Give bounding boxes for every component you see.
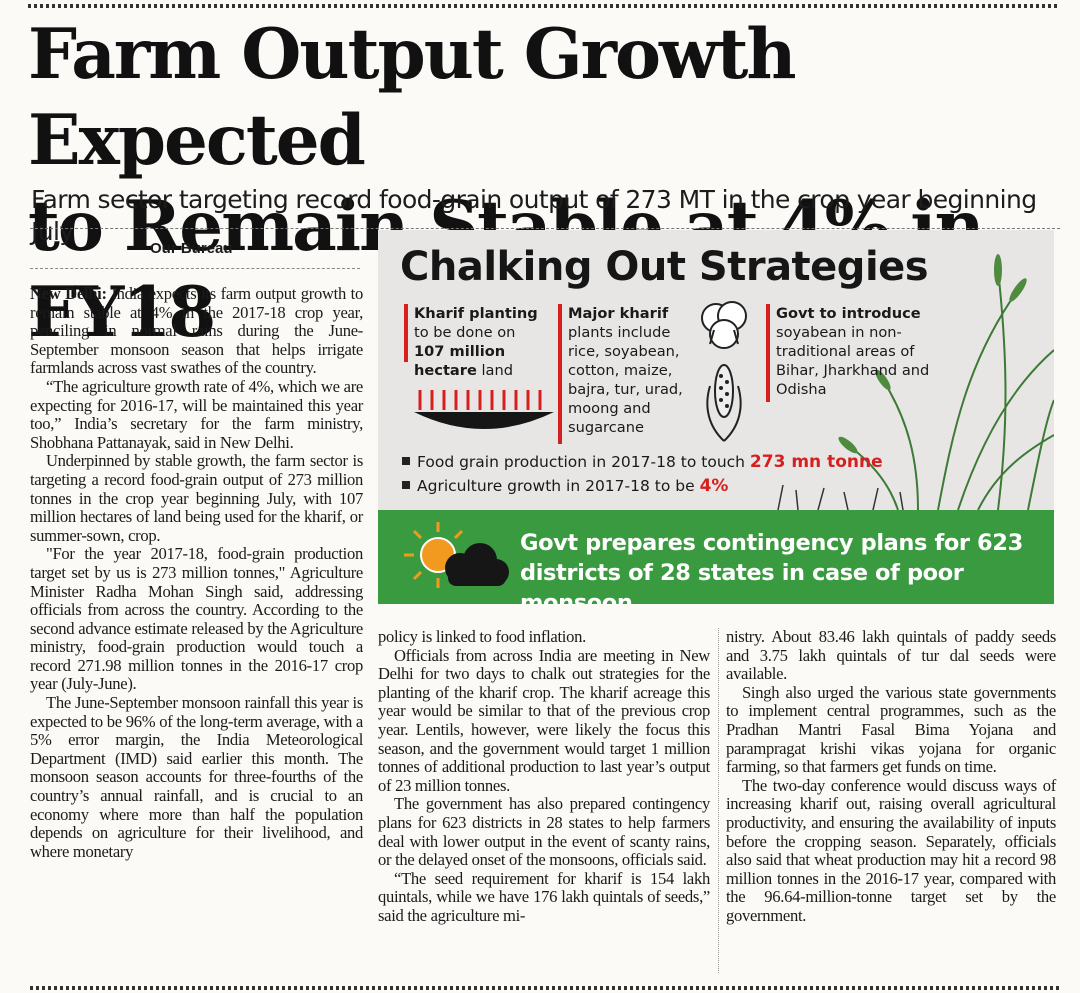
article-paragraph: Singh also urged the various state gover… <box>726 682 1056 777</box>
soil-mound-icon <box>414 390 554 429</box>
deck-subheadline: Farm sector targeting record food-grain … <box>31 185 1037 246</box>
wheat-plants-illustration <box>777 254 1054 511</box>
bullet-square-icon <box>402 481 410 489</box>
kharif-planting-note: Kharif planting to be done on 107 millio… <box>414 304 564 380</box>
major-kharif-note: Major kharif plants include rice, soyabe… <box>568 304 698 437</box>
cotton-and-corn-icon <box>701 301 747 442</box>
banner-text: Govt prepares contingency plans for 623 … <box>520 530 1023 604</box>
headline: Farm Output Growth Expected to Remain St… <box>28 12 1058 356</box>
sun-and-cloud-icon <box>404 522 509 588</box>
major-kharif-text: plants include rice, soyabean, cotton, m… <box>568 324 683 436</box>
article-paragraph: “The agriculture growth rate of 4%, whic… <box>30 376 363 452</box>
article-column-1: New Delhi: India expects its farm output… <box>30 284 363 861</box>
deck-rule <box>30 228 1060 229</box>
bullet-text: Agriculture growth in 2017-18 to be <box>417 477 700 495</box>
article-paragraph: New Delhi: India expects its farm output… <box>30 284 363 378</box>
red-accent-bar <box>558 304 562 444</box>
article-paragraph: nistry. About 83.46 lakh quintals of pad… <box>726 627 1056 684</box>
bullet-text: Food grain production in 2017-18 to touc… <box>417 453 750 471</box>
bottom-dotted-rule <box>30 986 1060 990</box>
headline-line-1: Farm Output Growth Expected <box>28 14 796 181</box>
red-accent-bar <box>766 304 770 402</box>
article-paragraph: The government has also prepared conting… <box>378 794 710 870</box>
column-divider <box>718 628 719 973</box>
paragraph-text: India expects its farm output growth to … <box>30 284 363 378</box>
byline-rule <box>30 268 360 269</box>
infographic-panel: Chalking Out Strategies Kharif planting … <box>378 230 1054 604</box>
kharif-planting-heading: Kharif planting <box>414 305 538 322</box>
food-grain-value: 273 mn tonne <box>749 452 883 472</box>
kharif-planting-unit: land <box>476 362 514 379</box>
article-column-2: policy is linked to food inflation. Offi… <box>378 627 710 926</box>
infographic-title: Chalking Out Strategies <box>400 244 929 290</box>
bullet-food-grain: Food grain production in 2017-18 to touc… <box>402 452 883 472</box>
soyabean-note: Govt to introduce soyabean in non-tradit… <box>776 304 936 399</box>
soyabean-heading: Govt to introduce <box>776 305 921 322</box>
agri-growth-value: 4% <box>699 476 729 496</box>
article-paragraph: "For the year 2017-18, food-grain produc… <box>30 544 363 694</box>
kharif-planting-text: to be done on <box>414 324 516 341</box>
soyabean-text: soyabean in non-traditional areas of Bih… <box>776 324 930 398</box>
article-paragraph: The two-day conference would discuss way… <box>726 775 1056 925</box>
kharif-planting-figure: 107 million hectare <box>414 343 506 379</box>
major-kharif-heading: Major kharif <box>568 305 669 322</box>
byline: Our Bureau <box>150 240 233 257</box>
top-dotted-rule <box>28 4 1060 8</box>
article-paragraph: Underpinned by stable growth, the farm s… <box>30 451 363 545</box>
article-paragraph: The June-September monsoon rainfall this… <box>30 693 363 861</box>
article-paragraph: Officials from across India are meeting … <box>378 645 710 795</box>
bullet-square-icon <box>402 457 410 465</box>
dateline: New Delhi: <box>30 284 107 303</box>
article-column-3: nistry. About 83.46 lakh quintals of pad… <box>726 627 1056 926</box>
bullet-agri-growth: Agriculture growth in 2017-18 to be 4% <box>402 476 728 496</box>
article-paragraph: “The seed requirement for kharif is 154 … <box>378 868 710 925</box>
article-paragraph: policy is linked to food inflation. <box>378 627 586 646</box>
red-accent-bar <box>404 304 408 362</box>
